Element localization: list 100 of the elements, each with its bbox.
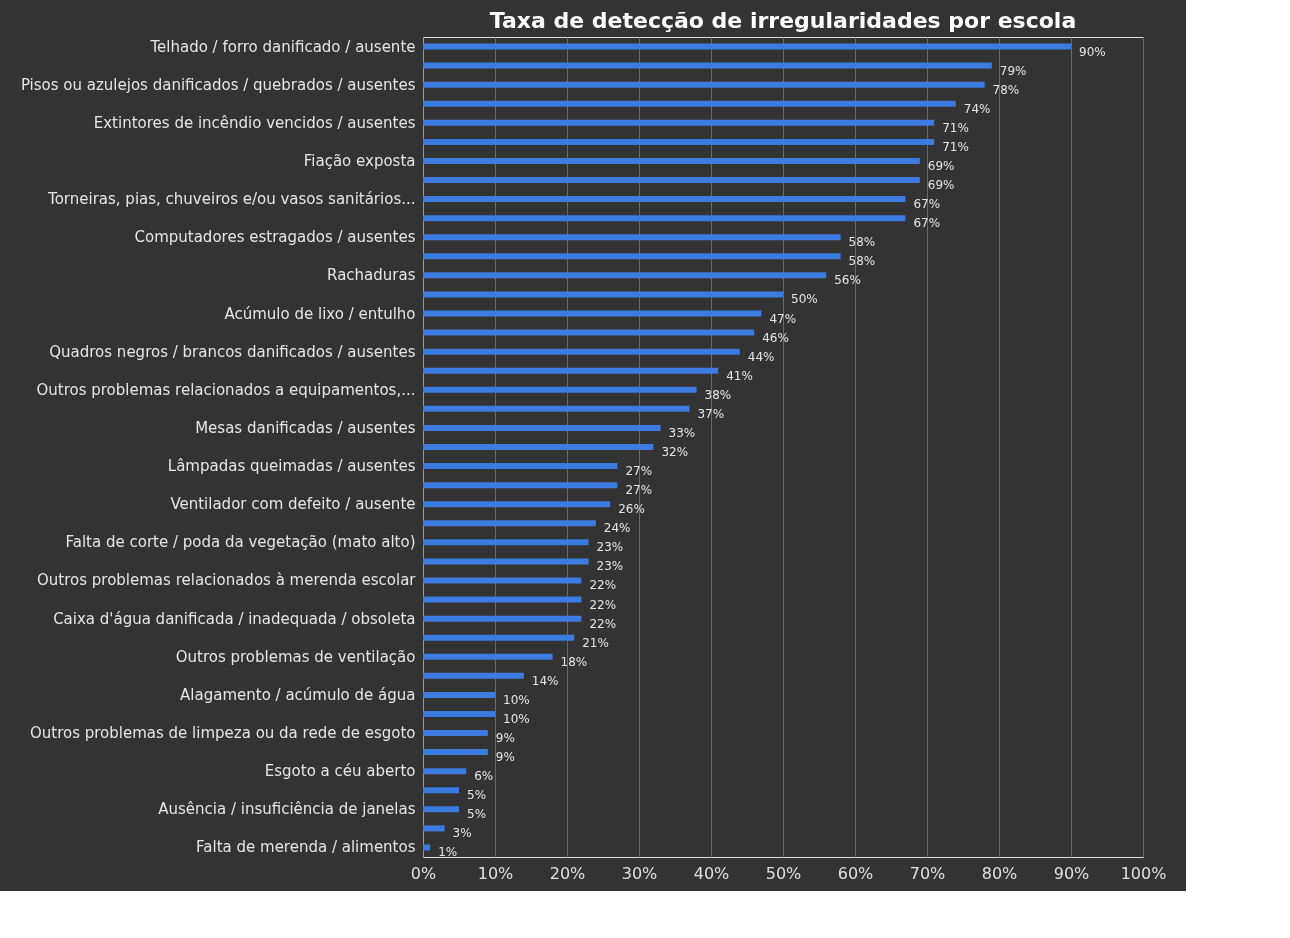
bar bbox=[423, 138, 935, 145]
data-label: 69% bbox=[927, 178, 955, 193]
data-label: 32% bbox=[661, 445, 689, 459]
bar bbox=[423, 215, 906, 222]
bar bbox=[423, 577, 582, 584]
x-tick-label: 90% bbox=[1053, 863, 1090, 883]
y-tick-label: Ausência / insuficiência de janelas bbox=[158, 800, 416, 819]
bar bbox=[423, 196, 906, 203]
y-tick-label: Rachaduras bbox=[327, 266, 416, 285]
data-label: 9% bbox=[495, 750, 515, 765]
data-label: 10% bbox=[503, 692, 530, 707]
data-label: 46% bbox=[762, 330, 789, 345]
data-label: 22% bbox=[589, 597, 617, 612]
bar bbox=[423, 62, 992, 69]
bar bbox=[423, 501, 611, 508]
y-tick-label: Torneiras, pias, chuveiros e/ou vasos sanitários... bbox=[47, 190, 416, 209]
bar bbox=[423, 386, 697, 393]
y-tick-label: Falta de merenda / alimentos bbox=[196, 838, 416, 857]
y-tick-label: Outros problemas relacionados a equipamentos,... bbox=[36, 380, 416, 399]
data-label: 71% bbox=[942, 139, 969, 154]
x-tick-label: 20% bbox=[549, 863, 586, 883]
data-label: 33% bbox=[668, 425, 696, 440]
y-tick-label: Outros problemas de limpeza ou da rede de esgoto bbox=[29, 724, 416, 743]
x-tick-label: 100% bbox=[1120, 863, 1167, 883]
x-tick-label: 70% bbox=[909, 863, 946, 883]
data-label: 22% bbox=[589, 616, 617, 631]
bar bbox=[423, 634, 575, 641]
y-tick-label: Outros problemas relacionados à merenda escolar bbox=[37, 571, 417, 590]
y-tick-label: Mesas danificadas / ausentes bbox=[195, 418, 416, 437]
data-label: 27% bbox=[625, 483, 653, 498]
data-label: 56% bbox=[834, 273, 861, 288]
bar bbox=[423, 596, 582, 603]
y-tick-label: Acúmulo de lixo / entulho bbox=[224, 304, 416, 323]
bar bbox=[423, 539, 589, 546]
x-tick-label: 30% bbox=[621, 863, 658, 883]
data-label: 69% bbox=[927, 158, 955, 173]
bar bbox=[423, 710, 495, 717]
x-tick-label: 60% bbox=[837, 863, 874, 883]
bar bbox=[423, 768, 467, 775]
data-label: 41% bbox=[726, 368, 753, 383]
bar bbox=[423, 482, 618, 489]
data-label: 71% bbox=[942, 120, 969, 135]
data-label: 26% bbox=[618, 502, 645, 517]
data-label: 79% bbox=[999, 63, 1027, 78]
bar bbox=[423, 844, 431, 851]
bar bbox=[423, 463, 618, 470]
bar bbox=[423, 787, 459, 794]
y-tick-label: Alagamento / acúmulo de água bbox=[180, 685, 416, 704]
data-label: 5% bbox=[467, 788, 487, 803]
bar bbox=[423, 806, 459, 813]
data-label: 74% bbox=[963, 101, 991, 116]
bar bbox=[423, 653, 553, 660]
data-label: 23% bbox=[596, 540, 624, 555]
bar bbox=[423, 348, 740, 355]
data-label: 5% bbox=[467, 807, 487, 822]
y-tick-label: Ventilador com defeito / ausente bbox=[170, 495, 416, 514]
data-label: 6% bbox=[474, 769, 494, 784]
bar bbox=[423, 43, 1071, 50]
data-label: 22% bbox=[589, 578, 617, 593]
bar bbox=[423, 272, 827, 279]
bar bbox=[423, 749, 488, 756]
data-label: 21% bbox=[582, 635, 609, 650]
bar bbox=[423, 367, 719, 374]
y-tick-label: Caixa d'água danificada / inadequada / obsoleta bbox=[53, 609, 416, 628]
bar bbox=[423, 520, 596, 527]
y-tick-label: Lâmpadas queimadas / ausentes bbox=[167, 457, 416, 476]
data-label: 50% bbox=[791, 292, 818, 307]
bar bbox=[423, 119, 935, 126]
bar bbox=[423, 291, 783, 298]
data-label: 23% bbox=[596, 559, 624, 574]
x-tick-label: 40% bbox=[693, 863, 730, 883]
data-label: 9% bbox=[495, 731, 515, 746]
data-label: 58% bbox=[848, 235, 876, 250]
data-label: 18% bbox=[560, 654, 588, 669]
data-label: 27% bbox=[625, 464, 653, 479]
y-tick-label: Quadros negros / brancos danificados / ausentes bbox=[49, 342, 416, 361]
data-label: 3% bbox=[452, 826, 472, 841]
chart-title: Taxa de detecção de irregularidades por escola bbox=[489, 8, 1077, 33]
bar bbox=[423, 672, 524, 679]
data-label: 38% bbox=[704, 387, 732, 402]
x-tick-label: 80% bbox=[981, 863, 1018, 883]
bar bbox=[423, 329, 755, 336]
data-label: 37% bbox=[697, 406, 725, 421]
y-tick-label: Outros problemas de ventilação bbox=[175, 647, 416, 666]
data-label: 24% bbox=[603, 521, 631, 536]
bar bbox=[423, 253, 841, 260]
bar bbox=[423, 81, 985, 88]
y-tick-label: Falta de corte / poda da vegetação (mato alto) bbox=[65, 533, 416, 552]
x-tick-label: 50% bbox=[765, 863, 802, 883]
bar bbox=[423, 691, 495, 698]
bar bbox=[423, 615, 582, 622]
data-label: 58% bbox=[848, 254, 876, 269]
bar bbox=[423, 157, 920, 164]
bar bbox=[423, 558, 589, 565]
data-label: 14% bbox=[531, 673, 559, 688]
bar bbox=[423, 424, 661, 431]
data-label: 47% bbox=[769, 311, 797, 326]
data-label: 44% bbox=[747, 349, 775, 364]
x-tick-label: 10% bbox=[477, 863, 514, 883]
bar bbox=[423, 444, 654, 450]
